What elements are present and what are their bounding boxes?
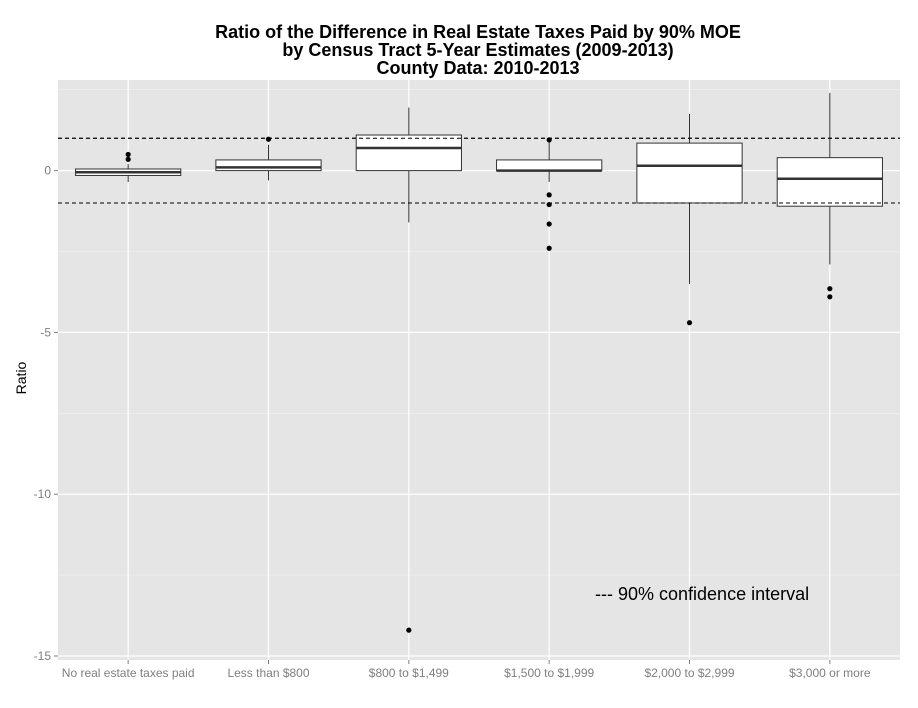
chart-title-line: County Data: 2010-2013 [376, 58, 579, 78]
outlier-point [125, 156, 131, 162]
box-iqr [355, 134, 462, 172]
chart-title-line: Ratio of the Difference in Real Estate T… [215, 22, 741, 42]
box-iqr [776, 157, 883, 207]
y-axis-ticks: 0 -5 -10 -15 [34, 164, 58, 663]
box-0 [75, 151, 182, 182]
outlier-point [686, 320, 693, 326]
box-2 [355, 107, 462, 633]
outlier-point [546, 245, 552, 251]
y-tick-label: -5 [40, 325, 51, 339]
x-tick-label: Less than $800 [227, 666, 309, 680]
outlier-point [406, 627, 412, 633]
x-tick-label: $3,000 or more [789, 666, 871, 680]
x-axis-ticks: No real estate taxes paid Less than $800 $… [62, 660, 871, 680]
x-tick-label: $1,500 to $1,999 [504, 666, 594, 680]
outlier-point [546, 221, 552, 227]
outlier-point [827, 294, 833, 300]
chart-title: Ratio of the Difference in Real Estate T… [215, 22, 741, 78]
box-4 [636, 113, 743, 326]
box-iqr [636, 142, 743, 204]
x-tick-label: $2,000 to $2,999 [644, 666, 734, 680]
box-plots [58, 92, 900, 633]
x-tick-label: $800 to $1,499 [369, 666, 449, 680]
y-tick-label: 0 [44, 164, 51, 178]
outlier-point [125, 151, 131, 158]
y-tick-label: -15 [34, 649, 52, 663]
chart-title-line: by Census Tract 5-Year Estimates (2009-2… [282, 40, 673, 60]
outlier-point [265, 136, 272, 142]
box-1 [215, 136, 322, 181]
confidence-interval-legend: --- 90% confidence interval [595, 584, 809, 604]
box-iqr [215, 159, 322, 172]
x-tick-label: No real estate taxes paid [62, 666, 195, 680]
box-iqr [496, 159, 603, 172]
y-tick-label: -10 [34, 487, 52, 501]
y-axis-title: Ratio [13, 361, 29, 394]
box-5 [776, 92, 883, 300]
outlier-point [546, 192, 552, 198]
outlier-point [827, 286, 833, 292]
plot-panel [58, 80, 900, 660]
